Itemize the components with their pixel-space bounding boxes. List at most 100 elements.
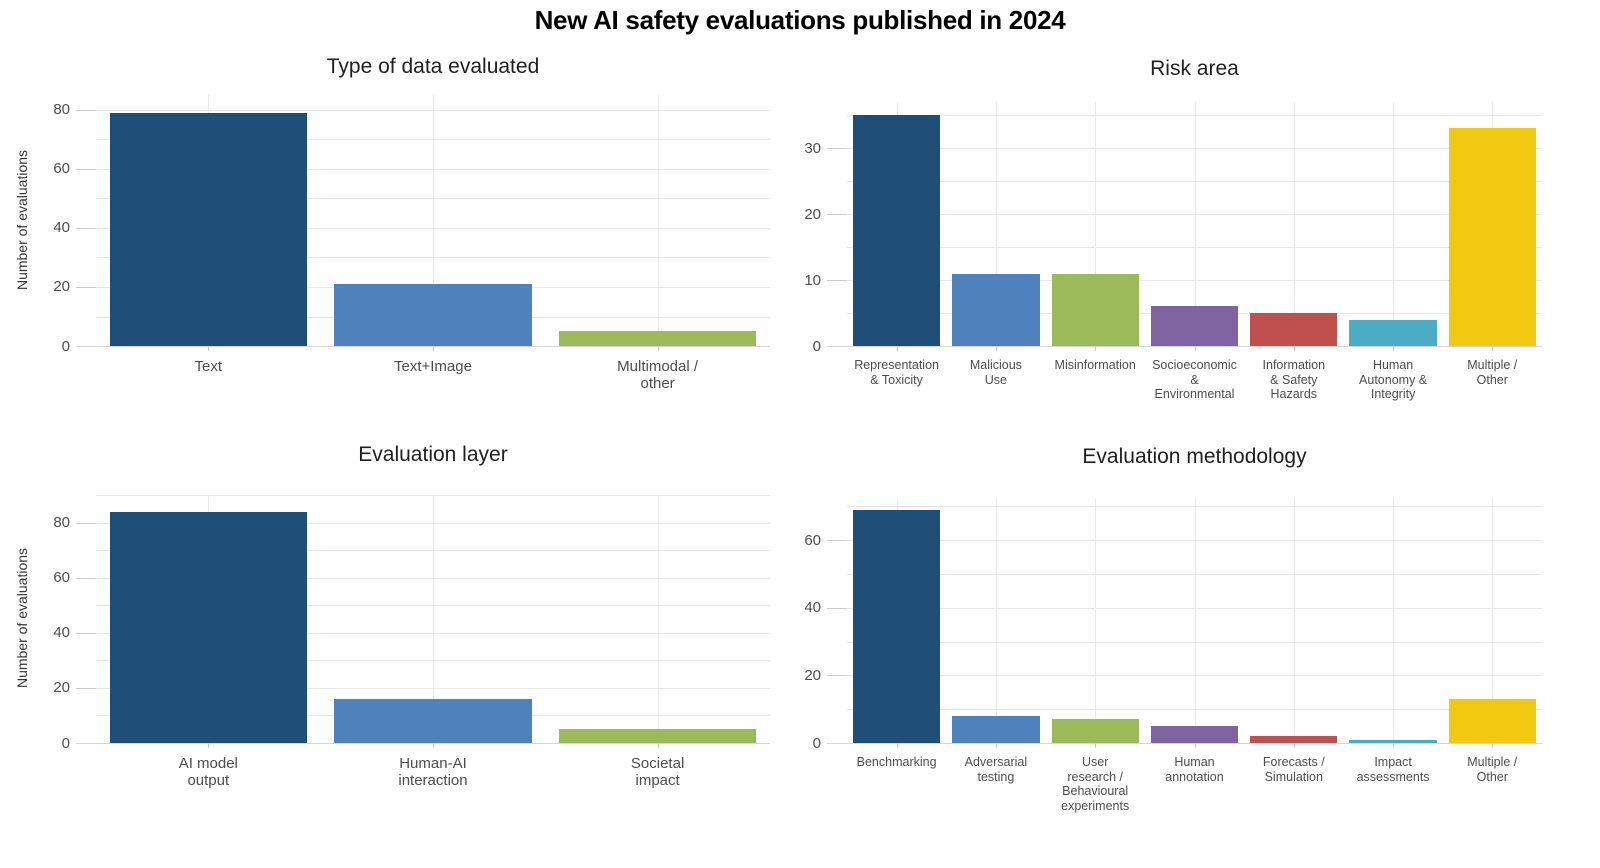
x-tick-label: Human Autonomy & Integrity [1359,358,1428,401]
gridline [1194,102,1196,346]
tick-mark [995,743,997,748]
y-axis-title: Number of evaluations [14,547,30,689]
tick-mark [76,687,96,689]
tick-mark [827,540,847,542]
bar-adversarial [952,716,1040,743]
gridline [1393,498,1395,743]
chart-evaluation-layer: Evaluation layer Number of evaluations 0 20… [0,428,800,868]
figure-title: New AI safety evaluations published in 2… [534,5,1066,35]
y-tick-label: 60 [53,160,70,178]
chart-risk-area: Risk area 0 10 20 30 Representation & Toxicit… [800,40,1600,428]
y-tick-label: 20 [804,205,821,223]
tick-mark [896,743,898,748]
tick-mark [827,214,847,216]
x-tick-label: Adversarial testing [964,755,1028,784]
x-axis-line [76,743,770,744]
tick-mark [1095,346,1097,351]
bar-user [1051,719,1139,743]
bar-impact [1349,739,1437,743]
x-tick-label: Text+Image [394,358,472,375]
tick-mark [76,109,96,111]
bar-malicious [952,273,1040,346]
bar-human-ai [334,698,532,743]
y-tick-label: 80 [53,514,70,532]
tick-mark [1293,743,1295,748]
tick-mark [1293,346,1295,351]
bar-information [1250,313,1338,346]
x-tick-label: Human annotation [1165,755,1224,784]
tick-mark [657,346,659,351]
gridline [433,95,434,346]
gridline [657,95,659,346]
tick-mark [208,743,210,748]
tick-mark [1393,743,1395,748]
gridline [433,495,434,743]
bar-misinformation [1051,273,1139,346]
tick-mark [76,168,96,170]
gridline [1194,498,1196,743]
bar-benchmarking [853,509,941,743]
tick-mark [896,346,898,351]
chart-evaluation-methodology: Evaluation methodology 0 20 40 60 Benchmarkin… [800,428,1600,868]
bar-societal [558,729,757,743]
y-tick-label: 40 [53,219,70,237]
x-tick-label: Human-AI interaction [398,755,468,790]
x-tick-label: Multiple / Other [1467,755,1518,784]
tick-mark [76,632,96,634]
x-tick-label: Multiple / Other [1467,358,1518,387]
bar-text [109,112,308,346]
y-tick-label: 60 [804,531,821,549]
bar-representation [853,115,941,346]
bar-multiple [1448,128,1537,346]
y-tick-label: 20 [53,278,70,296]
y-tick-label: 40 [804,599,821,617]
y-tick-label: 0 [812,734,821,752]
gridline [1095,498,1097,743]
x-tick-label: Multimodal / other [617,358,699,393]
x-tick-label: Forecasts / Simulation [1262,755,1325,784]
x-tick-label: Socioeconomic & Environmental [1152,358,1237,401]
x-tick-label: AI model output [178,755,238,790]
bar-multimodal [558,331,757,346]
tick-mark [1194,743,1196,748]
x-tick-label: Societal impact [630,755,685,790]
x-tick-label: Benchmarking [856,755,937,769]
tick-mark [827,675,847,677]
tick-mark [1194,346,1196,351]
y-tick-label: 20 [53,679,70,697]
gridline [995,498,997,743]
y-tick-label: 0 [61,734,70,752]
bar-human [1150,726,1239,743]
x-axis-line [827,743,1542,744]
x-axis-line [827,346,1542,347]
x-axis-line [76,346,770,347]
tick-mark [1393,346,1395,351]
bar-ai-model [109,511,308,743]
tick-mark [1095,743,1097,748]
bar-human [1349,319,1437,346]
gridline [1293,102,1295,346]
y-tick-label: 10 [804,271,821,289]
chart-title: Risk area [1150,57,1239,80]
bar-text-image [334,284,532,346]
x-tick-label: Representation & Toxicity [854,358,939,387]
y-tick-label: 0 [61,337,70,355]
tick-mark [827,148,847,150]
x-tick-label: Information & Safety Hazards [1262,358,1326,401]
gridline [1095,102,1097,346]
tick-mark [433,743,434,748]
tick-mark [657,743,659,748]
gridline [657,495,659,743]
bar-socioeconomic [1150,306,1239,346]
gridline [995,102,997,346]
tick-mark [433,346,434,351]
tick-mark [1492,346,1494,351]
chart-title: Type of data evaluated [326,55,540,78]
tick-mark [827,607,847,609]
y-tick-label: 60 [53,569,70,587]
y-tick-label: 30 [804,139,821,157]
x-tick-label: Impact assessments [1356,755,1430,784]
bar-forecasts [1250,736,1338,743]
x-tick-label: Misinformation [1054,358,1136,372]
